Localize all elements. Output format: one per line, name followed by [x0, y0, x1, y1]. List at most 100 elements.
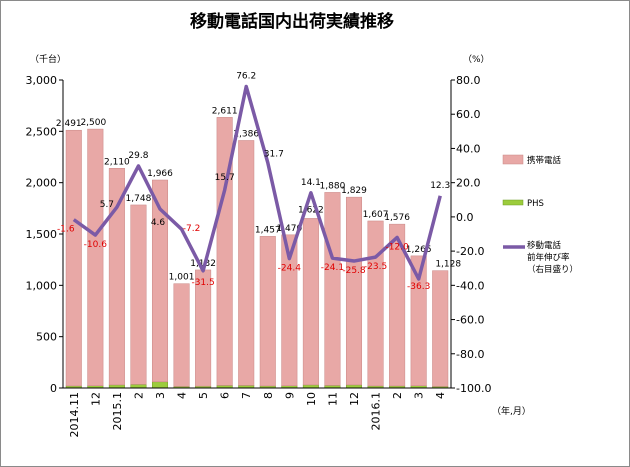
bar-value-label: 1,748 — [126, 194, 152, 204]
bar-value-label: 2,500 — [80, 118, 106, 128]
left-tick-label: 1,500 — [26, 228, 58, 241]
mobile-bar — [345, 196, 363, 386]
mobile-bar — [367, 220, 384, 387]
x-tick-label: 3 — [154, 392, 167, 399]
legend-swatch-phs — [502, 199, 524, 206]
line-value-label: 14.1 — [301, 178, 321, 188]
x-tick-label: 4 — [434, 392, 447, 399]
x-tick-label: 2015.1 — [111, 392, 124, 431]
x-tick-label: 8 — [262, 392, 275, 399]
line-value-label: -23.5 — [364, 262, 387, 272]
right-tick-label: 0.0 — [456, 211, 474, 224]
line-value-label: 4.6 — [151, 218, 166, 228]
legend-label-growth: 前年伸び率 — [527, 252, 570, 263]
mobile-bar — [87, 128, 104, 386]
phs-bar — [151, 381, 169, 389]
mobile-bar — [216, 117, 233, 386]
mobile-bar — [302, 218, 319, 386]
x-tick-label: 12 — [348, 392, 361, 406]
left-tick-label: 2,500 — [26, 125, 58, 138]
bar-value-label: 1,457 — [255, 225, 281, 235]
line-value-label: 12.3 — [430, 181, 450, 191]
bar-value-label: 1,132 — [190, 259, 216, 269]
mobile-bar — [389, 223, 406, 387]
mobile-bar — [259, 236, 276, 387]
legend-label-growth: （右目盛り） — [527, 264, 578, 275]
left-axis-unit: （千台） — [30, 53, 66, 65]
mobile-bar — [151, 179, 169, 383]
x-tick-label: 6 — [219, 392, 232, 399]
right-tick-label: -100.0 — [456, 382, 491, 395]
phs-bar — [130, 384, 147, 389]
line-value-label: -24.4 — [278, 264, 302, 274]
bar-value-label: 1,607 — [363, 210, 389, 220]
x-tick-label: 2014.11 — [68, 392, 81, 438]
line-value-label: 31.7 — [264, 150, 284, 160]
bar-value-label: 1,470 — [276, 224, 302, 234]
bar-value-label: 1,622 — [298, 205, 324, 215]
left-tick-label: 0 — [50, 382, 57, 395]
x-tick-label: 5 — [197, 392, 210, 399]
bar-value-label: 1,001 — [169, 273, 195, 283]
right-tick-label: 20.0 — [456, 177, 481, 190]
x-tick-label: 7 — [240, 392, 253, 399]
mobile-bar — [173, 283, 190, 387]
line-value-label: -10.6 — [84, 240, 108, 250]
mobile-bar — [130, 204, 147, 385]
plot-area: 0 500 1,000 1,500 2,000 2,500 3,000 -100.0 -80.0… — [26, 72, 492, 438]
line-value-label: 76.2 — [236, 72, 256, 82]
x-tick-label: 4 — [176, 392, 189, 399]
x-axis-unit: （年,月） — [492, 405, 531, 417]
mobile-bar — [65, 129, 82, 387]
mobile-bar — [238, 140, 255, 386]
x-tick-label: 11 — [326, 392, 339, 406]
right-tick-label: -20.0 — [456, 245, 484, 258]
right-tick-label: -40.0 — [456, 279, 484, 292]
line-value-label: 29.8 — [128, 151, 148, 161]
legend-swatch-mobile — [502, 154, 524, 165]
x-tick-label: 10 — [305, 392, 318, 406]
bar-value-label: 1,128 — [435, 260, 461, 270]
x-tick-label: 12 — [89, 392, 102, 406]
bar-value-label: 1,829 — [341, 186, 367, 196]
bar-value-label: 1,265 — [406, 245, 432, 255]
mobile-bar — [324, 192, 341, 386]
right-tick-label: 40.0 — [456, 142, 481, 155]
bar-value-label: 1,576 — [384, 213, 410, 223]
right-tick-label: -80.0 — [456, 348, 484, 361]
line-value-label: -25.8 — [342, 266, 366, 276]
line-value-label: -36.3 — [407, 282, 430, 292]
line-value-label: -31.5 — [191, 278, 214, 288]
left-tick-label: 2,000 — [26, 177, 58, 190]
x-tick-label: 2016.1 — [370, 392, 383, 431]
line-value-label: -1.6 — [57, 225, 75, 235]
x-tick-label: 2 — [132, 392, 145, 399]
right-tick-label: 80.0 — [456, 74, 481, 87]
right-tick-label: 60.0 — [456, 108, 481, 121]
right-tick-label: -60.0 — [456, 314, 484, 327]
legend-label-mobile: 携帯電話 — [527, 155, 562, 166]
bar-value-label: 2,386 — [233, 129, 259, 139]
left-tick-label: 500 — [36, 331, 57, 344]
mobile-bar — [108, 168, 125, 386]
line-value-label: -24.1 — [321, 263, 344, 273]
bar-value-label: 2,491 — [56, 119, 82, 129]
x-tick-label: 2 — [391, 392, 404, 399]
bar-value-label: 2,110 — [104, 157, 130, 167]
bar-value-label: 2,611 — [212, 106, 238, 116]
mobile-bar — [410, 255, 427, 386]
line-value-label: 15.7 — [215, 173, 235, 183]
left-tick-label: 1,000 — [26, 279, 58, 292]
left-tick-label: 3,000 — [26, 74, 58, 87]
mobile-bar — [432, 270, 449, 387]
line-value-label: -12.0 — [385, 242, 409, 252]
x-tick-label: 9 — [283, 392, 296, 399]
line-value-label: -7.2 — [183, 224, 201, 234]
growth-rate-line — [72, 84, 442, 281]
chart-title: 移動電話国内出荷実績推移 — [190, 11, 394, 32]
bar-value-label: 1,880 — [320, 181, 346, 191]
mobile-bar — [281, 234, 298, 386]
x-tick-label: 3 — [413, 392, 426, 399]
